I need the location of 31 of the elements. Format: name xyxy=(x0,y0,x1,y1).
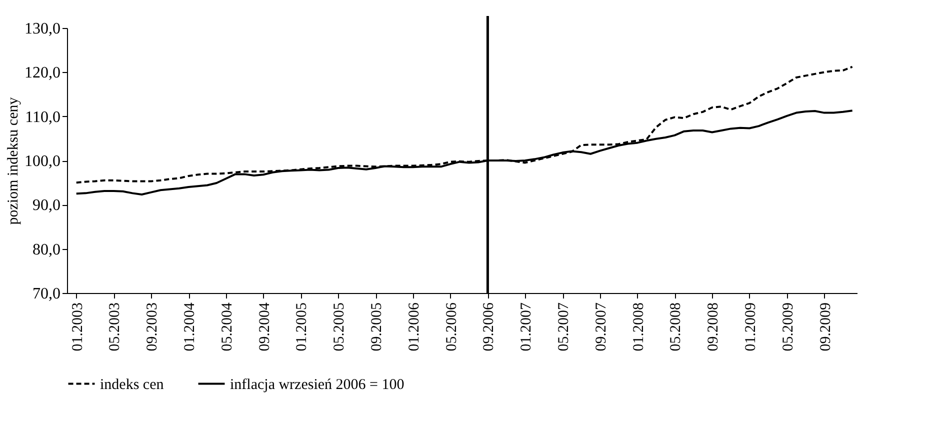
x-tick-label: 01.2009 xyxy=(742,302,759,352)
x-tick-label: 01.2005 xyxy=(294,302,310,352)
x-tick-label: 05.2003 xyxy=(107,302,124,352)
y-axis-title: poziom indeksu ceny xyxy=(6,96,22,225)
x-tick-label: 05.2005 xyxy=(332,302,348,352)
x-tick-label: 09.2005 xyxy=(369,302,386,352)
x-tick-label: 01.2008 xyxy=(630,302,647,352)
x-tick-label: 01.2007 xyxy=(518,302,535,352)
x-tick-label: 05.2009 xyxy=(780,302,796,352)
y-tick-label: 80,0 xyxy=(32,241,60,258)
x-tick-label: 09.2008 xyxy=(706,302,722,352)
x-tick-label: 01.2003 xyxy=(70,302,86,352)
x-tick-label: 05.2006 xyxy=(444,302,460,352)
y-tick-label: 90,0 xyxy=(32,197,60,214)
y-tick-label: 130,0 xyxy=(24,20,60,38)
x-tick-label: 09.2009 xyxy=(818,302,834,352)
legend-label: inflacja wrzesień 2006 = 100 xyxy=(230,376,404,393)
y-tick-label: 120,0 xyxy=(24,64,60,82)
x-tick-label: 05.2008 xyxy=(668,302,684,352)
x-tick-label: 09.2006 xyxy=(481,302,498,352)
y-tick-label: 100,0 xyxy=(24,153,60,170)
y-tick-label: 70,0 xyxy=(32,286,60,302)
x-tick-label: 09.2004 xyxy=(256,302,273,352)
x-tick-label: 09.2003 xyxy=(144,302,161,352)
x-tick-label: 05.2007 xyxy=(556,302,572,352)
legend-label: indeks cen xyxy=(100,376,164,393)
x-tick-label: 05.2004 xyxy=(219,302,236,352)
x-tick-label: 01.2004 xyxy=(182,302,198,352)
y-tick-label: 110,0 xyxy=(25,108,60,126)
x-tick-label: 09.2007 xyxy=(593,302,610,352)
x-tick-label: 01.2006 xyxy=(406,302,422,352)
